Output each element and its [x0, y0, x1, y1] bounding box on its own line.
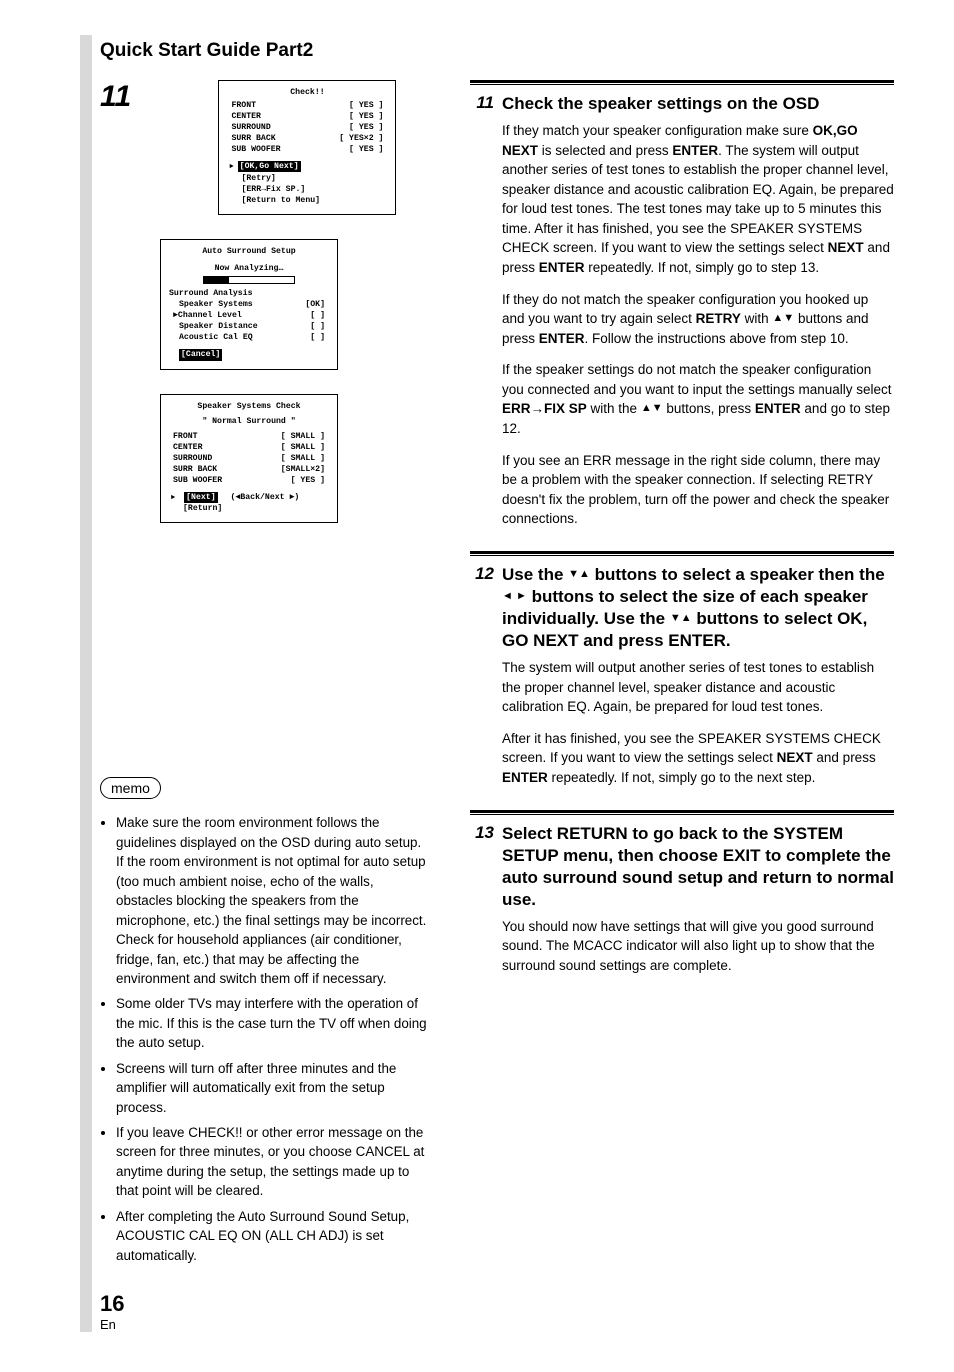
- step-paragraph: If you see an ERR message in the right s…: [502, 451, 894, 529]
- osd1-row-label: FRONT: [231, 100, 256, 111]
- osd3-row-label: FRONT: [173, 431, 198, 442]
- osd3-footer: [Next] (◄Back/Next ►): [169, 492, 329, 503]
- memo-bullet: Screens will turn off after three minute…: [116, 1059, 430, 1117]
- step-12: 12 Use the ▼▲ buttons to select a speake…: [470, 551, 894, 788]
- step-number: 12: [470, 564, 494, 584]
- osd3-row-value: [SMALL×2]: [281, 464, 325, 475]
- osd2-row-label: Acoustic Cal EQ: [179, 332, 253, 343]
- page-language: En: [100, 1317, 894, 1332]
- step-paragraph: You should now have settings that will g…: [502, 917, 894, 976]
- step-paragraph: If they match your speaker configuration…: [502, 121, 894, 278]
- osd1-row-label: SURROUND: [231, 122, 270, 133]
- big-step-number: 11: [100, 80, 154, 114]
- osd1-action: [OK,Go Next]: [227, 161, 387, 172]
- osd1-row-label: SURR BACK: [231, 133, 275, 144]
- osd3-return: [Return]: [169, 503, 329, 514]
- osd1-title: Check!!: [227, 87, 387, 98]
- osd3-row-value: [ YES ]: [291, 475, 325, 486]
- side-accent-bar: [80, 35, 92, 1332]
- memo-bullet: If you leave CHECK!! or other error mess…: [116, 1123, 430, 1201]
- osd1-action: [Return to Menu]: [227, 195, 387, 206]
- step-paragraph: If they do not match the speaker configu…: [502, 290, 894, 349]
- osd2-row-value: [ ]: [310, 321, 325, 332]
- osd1-row-value: [ YES ]: [349, 122, 383, 133]
- osd-check-box: Check!! FRONT [ YES ] CENTER [ YES ] SURRO…: [218, 80, 396, 215]
- osd3-row-label: SURROUND: [173, 453, 212, 464]
- osd-speaker-check-box: Speaker Systems Check " Normal Surround …: [160, 394, 338, 524]
- progress-bar: [203, 276, 295, 284]
- down-up-icon: ▼▲: [568, 567, 590, 581]
- osd2-row-label: ►Channel Level: [173, 310, 242, 321]
- osd-analyzing-box: Auto Surround Setup Now Analyzing… Surro…: [160, 239, 338, 370]
- osd2-row-label: Speaker Systems: [179, 299, 253, 310]
- osd1-row-value: [ YES ]: [349, 100, 383, 111]
- osd3-title: Speaker Systems Check: [169, 401, 329, 412]
- step-title: Check the speaker settings on the OSD: [502, 93, 819, 115]
- osd1-row-value: [ YES×2 ]: [339, 133, 383, 144]
- osd3-row-label: CENTER: [173, 442, 202, 453]
- step-11: 11 Check the speaker settings on the OSD…: [470, 80, 894, 529]
- osd3-row-value: [ SMALL ]: [281, 442, 325, 453]
- osd1-row-value: [ YES ]: [349, 111, 383, 122]
- left-right-icon: ◄ ►: [502, 589, 527, 603]
- osd3-row-label: SUB WOOFER: [173, 475, 222, 486]
- osd1-row-label: CENTER: [231, 111, 260, 122]
- osd3-subtitle: " Normal Surround ": [169, 416, 329, 427]
- step-title: Use the ▼▲ buttons to select a speaker t…: [502, 564, 894, 652]
- osd1-row-value: [ YES ]: [349, 144, 383, 155]
- step-paragraph: After it has finished, you see the SPEAK…: [502, 729, 894, 788]
- page-header: Quick Start Guide Part2: [100, 40, 894, 62]
- step-13: 13 Select RETURN to go back to the SYSTE…: [470, 810, 894, 976]
- memo-bullet: Some older TVs may interfere with the op…: [116, 994, 430, 1052]
- step-number: 13: [470, 823, 494, 843]
- step-paragraph: If the speaker settings do not match the…: [502, 360, 894, 438]
- right-column: 11 Check the speaker settings on the OSD…: [470, 80, 894, 1271]
- osd2-section: Surround Analysis: [169, 288, 329, 299]
- osd1-action: [ERR→Fix SP.]: [227, 184, 387, 195]
- osd2-cancel: [Cancel]: [169, 349, 329, 360]
- osd2-row-value: [ ]: [310, 332, 325, 343]
- osd2-row-value: [OK]: [305, 299, 325, 310]
- osd3-row-value: [ SMALL ]: [281, 453, 325, 464]
- osd3-row-value: [ SMALL ]: [281, 431, 325, 442]
- step-number: 11: [470, 93, 494, 113]
- osd2-row-label: Speaker Distance: [179, 321, 258, 332]
- memo-bullet: After completing the Auto Surround Sound…: [116, 1207, 430, 1265]
- osd2-row-value: [ ]: [310, 310, 325, 321]
- osd2-title: Auto Surround Setup: [169, 246, 329, 257]
- osd1-row-label: SUB WOOFER: [231, 144, 280, 155]
- osd1-action: [Retry]: [227, 173, 387, 184]
- step-paragraph: The system will output another series of…: [502, 658, 894, 717]
- up-down-icon: ▲▼: [772, 311, 794, 327]
- memo-label: memo: [100, 777, 161, 799]
- memo-bullet: Make sure the room environment follows t…: [116, 813, 430, 988]
- page-number: 16: [100, 1291, 894, 1317]
- left-column: 11 Check!! FRONT [ YES ] CENTER [ YES ] SU…: [100, 80, 430, 1271]
- up-down-icon: ▲▼: [641, 401, 663, 417]
- memo-bullet-list: Make sure the room environment follows t…: [100, 813, 430, 1265]
- osd3-row-label: SURR BACK: [173, 464, 217, 475]
- osd2-subtitle: Now Analyzing…: [169, 263, 329, 274]
- down-up-icon: ▼▲: [670, 611, 692, 625]
- step-title: Select RETURN to go back to the SYSTEM S…: [502, 823, 894, 911]
